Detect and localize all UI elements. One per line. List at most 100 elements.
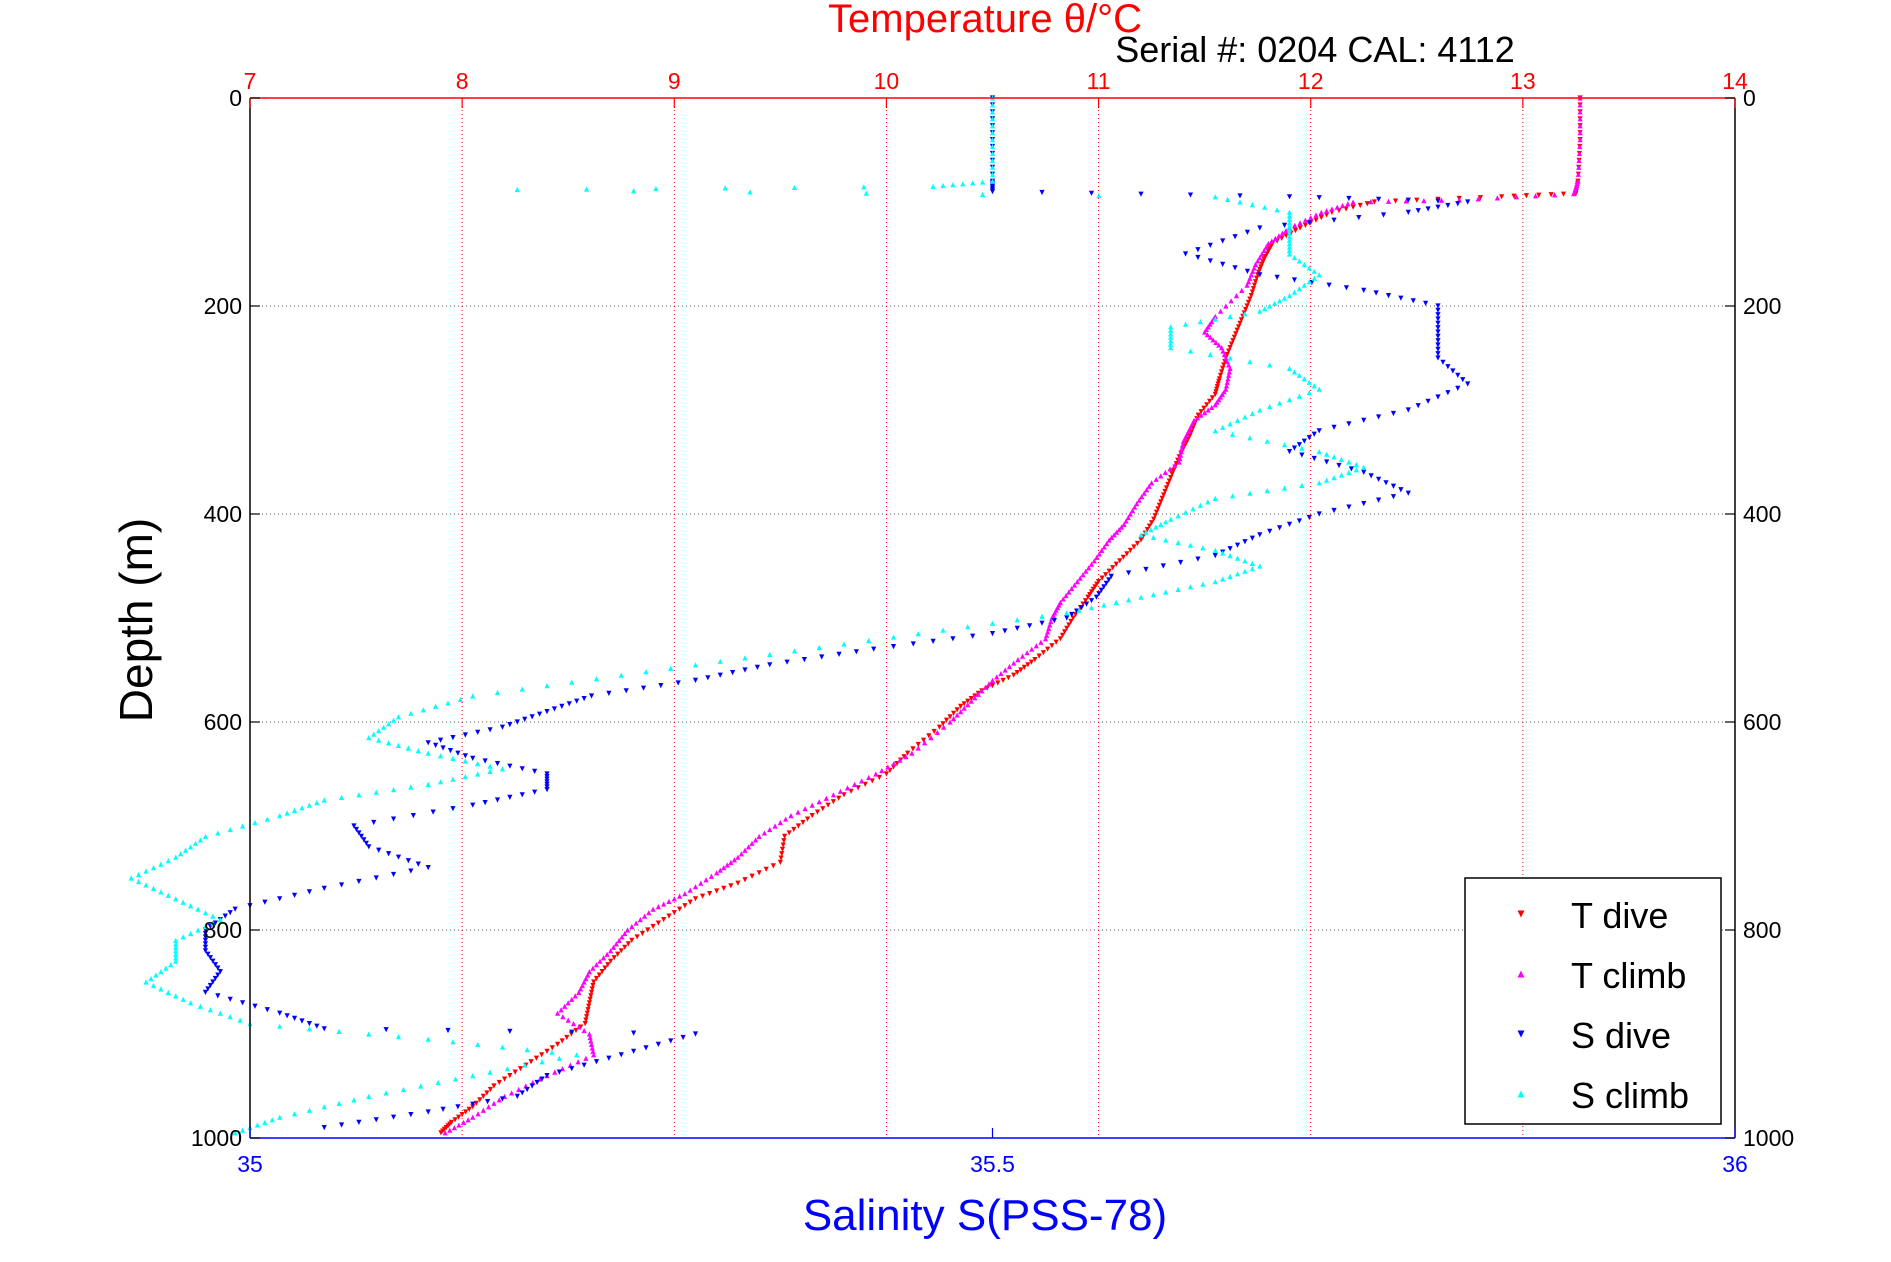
data-point	[1286, 220, 1293, 226]
data-point	[1243, 306, 1249, 313]
data-point	[210, 979, 216, 985]
data-point	[1064, 610, 1070, 616]
data-point	[1465, 199, 1471, 205]
data-point	[1212, 402, 1218, 408]
data-point	[1252, 279, 1259, 285]
data-point	[1291, 369, 1298, 375]
data-point	[905, 750, 911, 756]
data-point	[1204, 402, 1210, 408]
data-point	[158, 969, 164, 975]
data-point	[819, 654, 825, 660]
data-point	[1311, 431, 1317, 437]
data-point	[1376, 497, 1382, 503]
data-point	[1118, 524, 1125, 530]
data-point	[1021, 664, 1027, 670]
data-point	[351, 823, 357, 829]
data-point	[1247, 296, 1253, 302]
data-point	[583, 1017, 589, 1023]
data-point	[1234, 327, 1240, 333]
data-point	[1143, 566, 1149, 573]
data-point	[588, 993, 594, 999]
data-point	[777, 819, 783, 826]
data-point	[496, 1097, 502, 1103]
data-point	[1098, 587, 1104, 593]
data-point	[1039, 613, 1045, 619]
y-tick-label-left: 400	[204, 501, 242, 527]
data-point	[1066, 622, 1072, 628]
x-top-tick-label: 10	[874, 68, 900, 94]
data-point	[1141, 490, 1147, 496]
data-point	[215, 993, 221, 999]
data-point	[507, 794, 513, 800]
data-point	[1220, 365, 1226, 371]
data-point	[1438, 197, 1445, 203]
data-point	[361, 837, 367, 843]
data-point	[915, 741, 921, 748]
data-point	[1324, 212, 1330, 218]
data-point	[1042, 636, 1049, 642]
series-s-dive	[202, 95, 1471, 1131]
data-point	[655, 920, 661, 926]
data-point	[395, 742, 402, 748]
data-point	[480, 1093, 486, 1099]
data-point	[1423, 300, 1429, 306]
data-point	[1066, 589, 1072, 595]
data-point	[825, 802, 831, 808]
data-point	[539, 1059, 545, 1065]
data-point	[262, 1119, 268, 1125]
data-point	[1277, 525, 1283, 531]
data-point	[909, 750, 915, 756]
data-point	[1083, 568, 1089, 574]
data-point	[692, 896, 699, 902]
data-point	[1249, 535, 1255, 541]
data-point	[1049, 643, 1055, 649]
data-point	[1296, 286, 1302, 292]
data-point	[1099, 547, 1105, 553]
data-point	[491, 1100, 497, 1106]
data-point	[1223, 303, 1229, 309]
data-point	[212, 920, 218, 926]
data-point	[586, 969, 593, 975]
data-point	[1306, 265, 1312, 271]
data-point	[1085, 594, 1091, 600]
data-point	[781, 838, 787, 844]
data-point	[143, 868, 149, 874]
data-point	[989, 109, 996, 115]
data-point	[239, 1127, 246, 1133]
data-point	[941, 724, 947, 730]
data-point	[1279, 230, 1286, 236]
data-point	[639, 930, 646, 937]
data-point	[1190, 506, 1196, 512]
data-point	[1162, 488, 1168, 495]
data-point	[1450, 368, 1456, 374]
data-point	[1223, 383, 1230, 389]
data-point	[1207, 242, 1213, 248]
data-point	[457, 696, 463, 703]
data-point	[405, 858, 411, 864]
data-point	[1403, 198, 1409, 204]
data-point	[910, 641, 916, 647]
data-point	[232, 1130, 238, 1136]
data-point	[202, 833, 209, 839]
data-point	[650, 906, 656, 912]
data-point	[420, 707, 426, 713]
data-point	[1576, 150, 1583, 157]
data-point	[645, 927, 651, 933]
data-point	[995, 680, 1001, 686]
data-point	[1163, 589, 1169, 595]
data-point	[1313, 212, 1319, 218]
data-point	[1232, 234, 1238, 240]
data-point	[136, 878, 142, 885]
data-point	[989, 631, 996, 637]
data-point	[564, 1034, 570, 1041]
data-point	[1125, 514, 1131, 521]
data-point	[772, 823, 778, 829]
data-point	[534, 1079, 540, 1086]
data-point	[1226, 369, 1232, 375]
data-point	[572, 993, 578, 999]
data-point	[1281, 485, 1288, 491]
data-point	[714, 888, 720, 894]
data-point	[989, 189, 996, 195]
data-point	[450, 806, 456, 812]
data-point	[173, 944, 179, 950]
